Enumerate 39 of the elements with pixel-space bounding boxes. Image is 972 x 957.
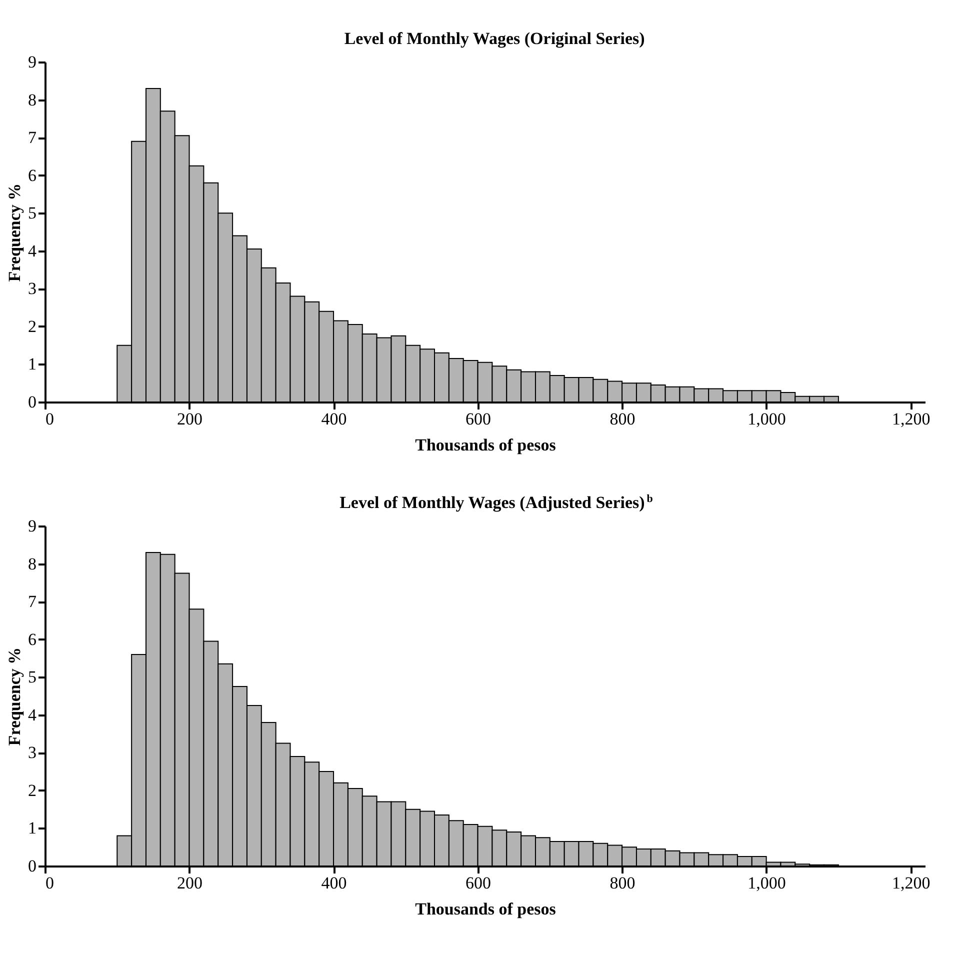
y-tick-label: 6 xyxy=(28,166,36,185)
x-tick-label: 400 xyxy=(321,410,347,428)
y-tick-label: 0 xyxy=(28,392,36,412)
y-tick-label: 4 xyxy=(28,705,37,724)
x-axis-title: Thousands of pesos xyxy=(415,900,556,918)
x-tick-label: 1,200 xyxy=(892,410,930,428)
y-tick-label: 5 xyxy=(28,668,36,687)
x-tick-label: 1,000 xyxy=(748,410,786,428)
y-tick-label: 3 xyxy=(28,279,36,298)
y-tick-label: 3 xyxy=(28,743,36,762)
y-tick-label: 1 xyxy=(28,354,36,374)
x-tick-label: 600 xyxy=(466,874,492,892)
y-tick-label: 5 xyxy=(28,204,36,223)
chart-title: Level of Monthly Wages (Original Series) xyxy=(344,29,645,48)
x-tick-label: 800 xyxy=(610,410,636,428)
y-tick-label: 8 xyxy=(28,554,36,574)
x-tick-label: 200 xyxy=(177,874,203,892)
x-tick-label: 800 xyxy=(610,874,636,892)
y-tick-label: 7 xyxy=(28,128,37,148)
x-tick-label: 1,000 xyxy=(748,874,786,892)
y-tick-label: 1 xyxy=(28,818,36,838)
y-axis-title: Frequency % xyxy=(5,647,24,746)
y-tick-label: 9 xyxy=(28,516,36,536)
y-tick-label: 2 xyxy=(28,316,36,336)
y-tick-label: 6 xyxy=(28,630,36,649)
x-axis-title: Thousands of pesos xyxy=(415,436,556,454)
x-tick-label: 0 xyxy=(46,410,54,428)
y-tick-label: 2 xyxy=(28,780,36,800)
y-tick-label: 8 xyxy=(28,90,36,110)
x-tick-label: 1,200 xyxy=(892,874,930,892)
x-tick-label: 200 xyxy=(177,410,203,428)
y-tick-label: 7 xyxy=(28,592,37,612)
x-tick-label: 400 xyxy=(321,874,347,892)
y-tick-label: 9 xyxy=(28,52,36,72)
x-tick-label: 0 xyxy=(46,874,54,892)
y-tick-label: 4 xyxy=(28,241,37,260)
x-tick-label: 600 xyxy=(466,410,492,428)
y-tick-label: 0 xyxy=(28,856,36,876)
y-axis-title: Frequency % xyxy=(5,183,24,282)
